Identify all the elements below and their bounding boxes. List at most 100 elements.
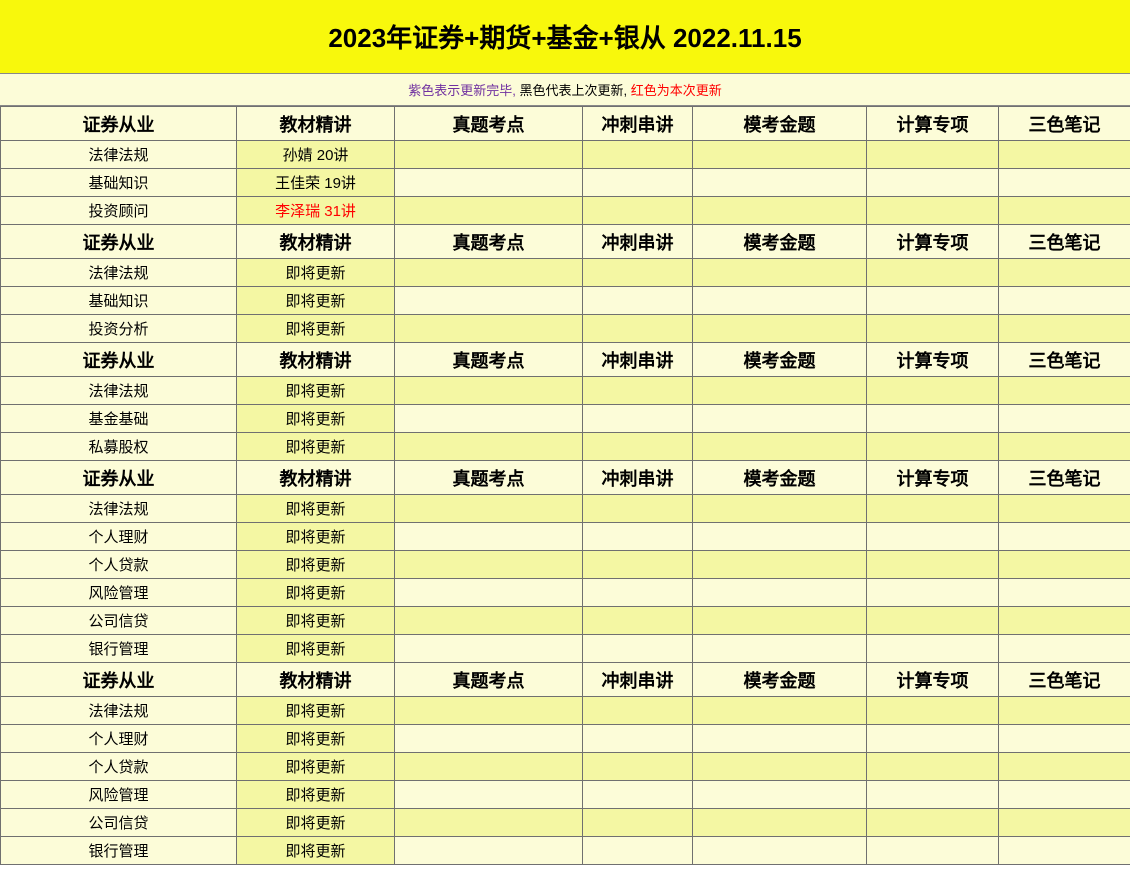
cell: 王佳荣 19讲 <box>237 169 395 197</box>
cell <box>999 697 1130 725</box>
section-title: 证券从业 <box>1 225 237 259</box>
cell <box>867 725 999 753</box>
cell <box>395 495 583 523</box>
cell <box>867 809 999 837</box>
schedule-table: 证券从业教材精讲真题考点冲刺串讲模考金题计算专项三色笔记法律法规孙婧 20讲基础… <box>0 106 1130 865</box>
cell: 即将更新 <box>237 753 395 781</box>
cell <box>999 495 1130 523</box>
cell <box>999 551 1130 579</box>
cell <box>583 579 693 607</box>
cell <box>867 607 999 635</box>
cell <box>395 697 583 725</box>
cell <box>999 809 1130 837</box>
cell <box>999 753 1130 781</box>
cell: 即将更新 <box>237 287 395 315</box>
cell <box>867 495 999 523</box>
column-header: 计算专项 <box>867 461 999 495</box>
row-label: 公司信贷 <box>1 607 237 635</box>
row-label: 基础知识 <box>1 287 237 315</box>
column-header: 冲刺串讲 <box>583 225 693 259</box>
cell <box>999 315 1130 343</box>
cell: 即将更新 <box>237 607 395 635</box>
row-label: 个人理财 <box>1 523 237 551</box>
row-label: 法律法规 <box>1 377 237 405</box>
cell: 即将更新 <box>237 495 395 523</box>
cell <box>583 259 693 287</box>
cell <box>583 523 693 551</box>
cell <box>999 579 1130 607</box>
column-header: 三色笔记 <box>999 343 1130 377</box>
cell <box>693 551 867 579</box>
column-header: 三色笔记 <box>999 225 1130 259</box>
cell <box>693 725 867 753</box>
table-row: 基础知识王佳荣 19讲 <box>1 169 1130 197</box>
column-header: 教材精讲 <box>237 107 395 141</box>
column-header: 真题考点 <box>395 663 583 697</box>
cell <box>867 141 999 169</box>
column-header: 模考金题 <box>693 107 867 141</box>
cell: 即将更新 <box>237 725 395 753</box>
cell <box>395 551 583 579</box>
column-header: 真题考点 <box>395 343 583 377</box>
cell <box>999 405 1130 433</box>
section-header-row: 证券从业教材精讲真题考点冲刺串讲模考金题计算专项三色笔记 <box>1 225 1130 259</box>
cell <box>583 169 693 197</box>
row-label: 法律法规 <box>1 697 237 725</box>
cell <box>693 405 867 433</box>
cell <box>693 523 867 551</box>
column-header: 冲刺串讲 <box>583 343 693 377</box>
cell <box>395 837 583 865</box>
cell <box>867 405 999 433</box>
row-label: 个人贷款 <box>1 551 237 579</box>
legend-bar: 紫色表示更新完毕, 黑色代表上次更新, 红色为本次更新 <box>0 74 1130 106</box>
cell <box>867 697 999 725</box>
cell <box>693 781 867 809</box>
section-title: 证券从业 <box>1 663 237 697</box>
cell: 即将更新 <box>237 781 395 809</box>
legend-red: 红色为本次更新 <box>631 83 722 98</box>
column-header: 计算专项 <box>867 107 999 141</box>
cell <box>693 141 867 169</box>
cell <box>999 433 1130 461</box>
cell <box>693 607 867 635</box>
cell: 李泽瑞 31讲 <box>237 197 395 225</box>
cell <box>583 315 693 343</box>
table-row: 银行管理即将更新 <box>1 837 1130 865</box>
cell <box>693 287 867 315</box>
cell: 即将更新 <box>237 809 395 837</box>
column-header: 计算专项 <box>867 343 999 377</box>
section-header-row: 证券从业教材精讲真题考点冲刺串讲模考金题计算专项三色笔记 <box>1 343 1130 377</box>
section-header-row: 证券从业教材精讲真题考点冲刺串讲模考金题计算专项三色笔记 <box>1 107 1130 141</box>
cell <box>999 837 1130 865</box>
legend-black: 黑色代表上次更新, <box>519 83 630 98</box>
section-header-row: 证券从业教材精讲真题考点冲刺串讲模考金题计算专项三色笔记 <box>1 461 1130 495</box>
cell <box>693 697 867 725</box>
cell <box>693 197 867 225</box>
cell: 即将更新 <box>237 433 395 461</box>
cell <box>999 197 1130 225</box>
table-row: 个人理财即将更新 <box>1 523 1130 551</box>
cell <box>867 433 999 461</box>
cell <box>867 837 999 865</box>
cell <box>693 433 867 461</box>
cell: 即将更新 <box>237 697 395 725</box>
table-row: 投资顾问李泽瑞 31讲 <box>1 197 1130 225</box>
cell <box>867 315 999 343</box>
cell <box>583 433 693 461</box>
cell <box>693 837 867 865</box>
cell <box>583 753 693 781</box>
row-label: 法律法规 <box>1 141 237 169</box>
cell <box>583 725 693 753</box>
table-row: 风险管理即将更新 <box>1 579 1130 607</box>
cell: 即将更新 <box>237 837 395 865</box>
column-header: 计算专项 <box>867 663 999 697</box>
cell <box>583 197 693 225</box>
row-label: 投资分析 <box>1 315 237 343</box>
column-header: 真题考点 <box>395 225 583 259</box>
row-label: 个人贷款 <box>1 753 237 781</box>
column-header: 教材精讲 <box>237 343 395 377</box>
cell <box>867 781 999 809</box>
cell <box>867 287 999 315</box>
cell <box>395 809 583 837</box>
table-row: 法律法规即将更新 <box>1 697 1130 725</box>
